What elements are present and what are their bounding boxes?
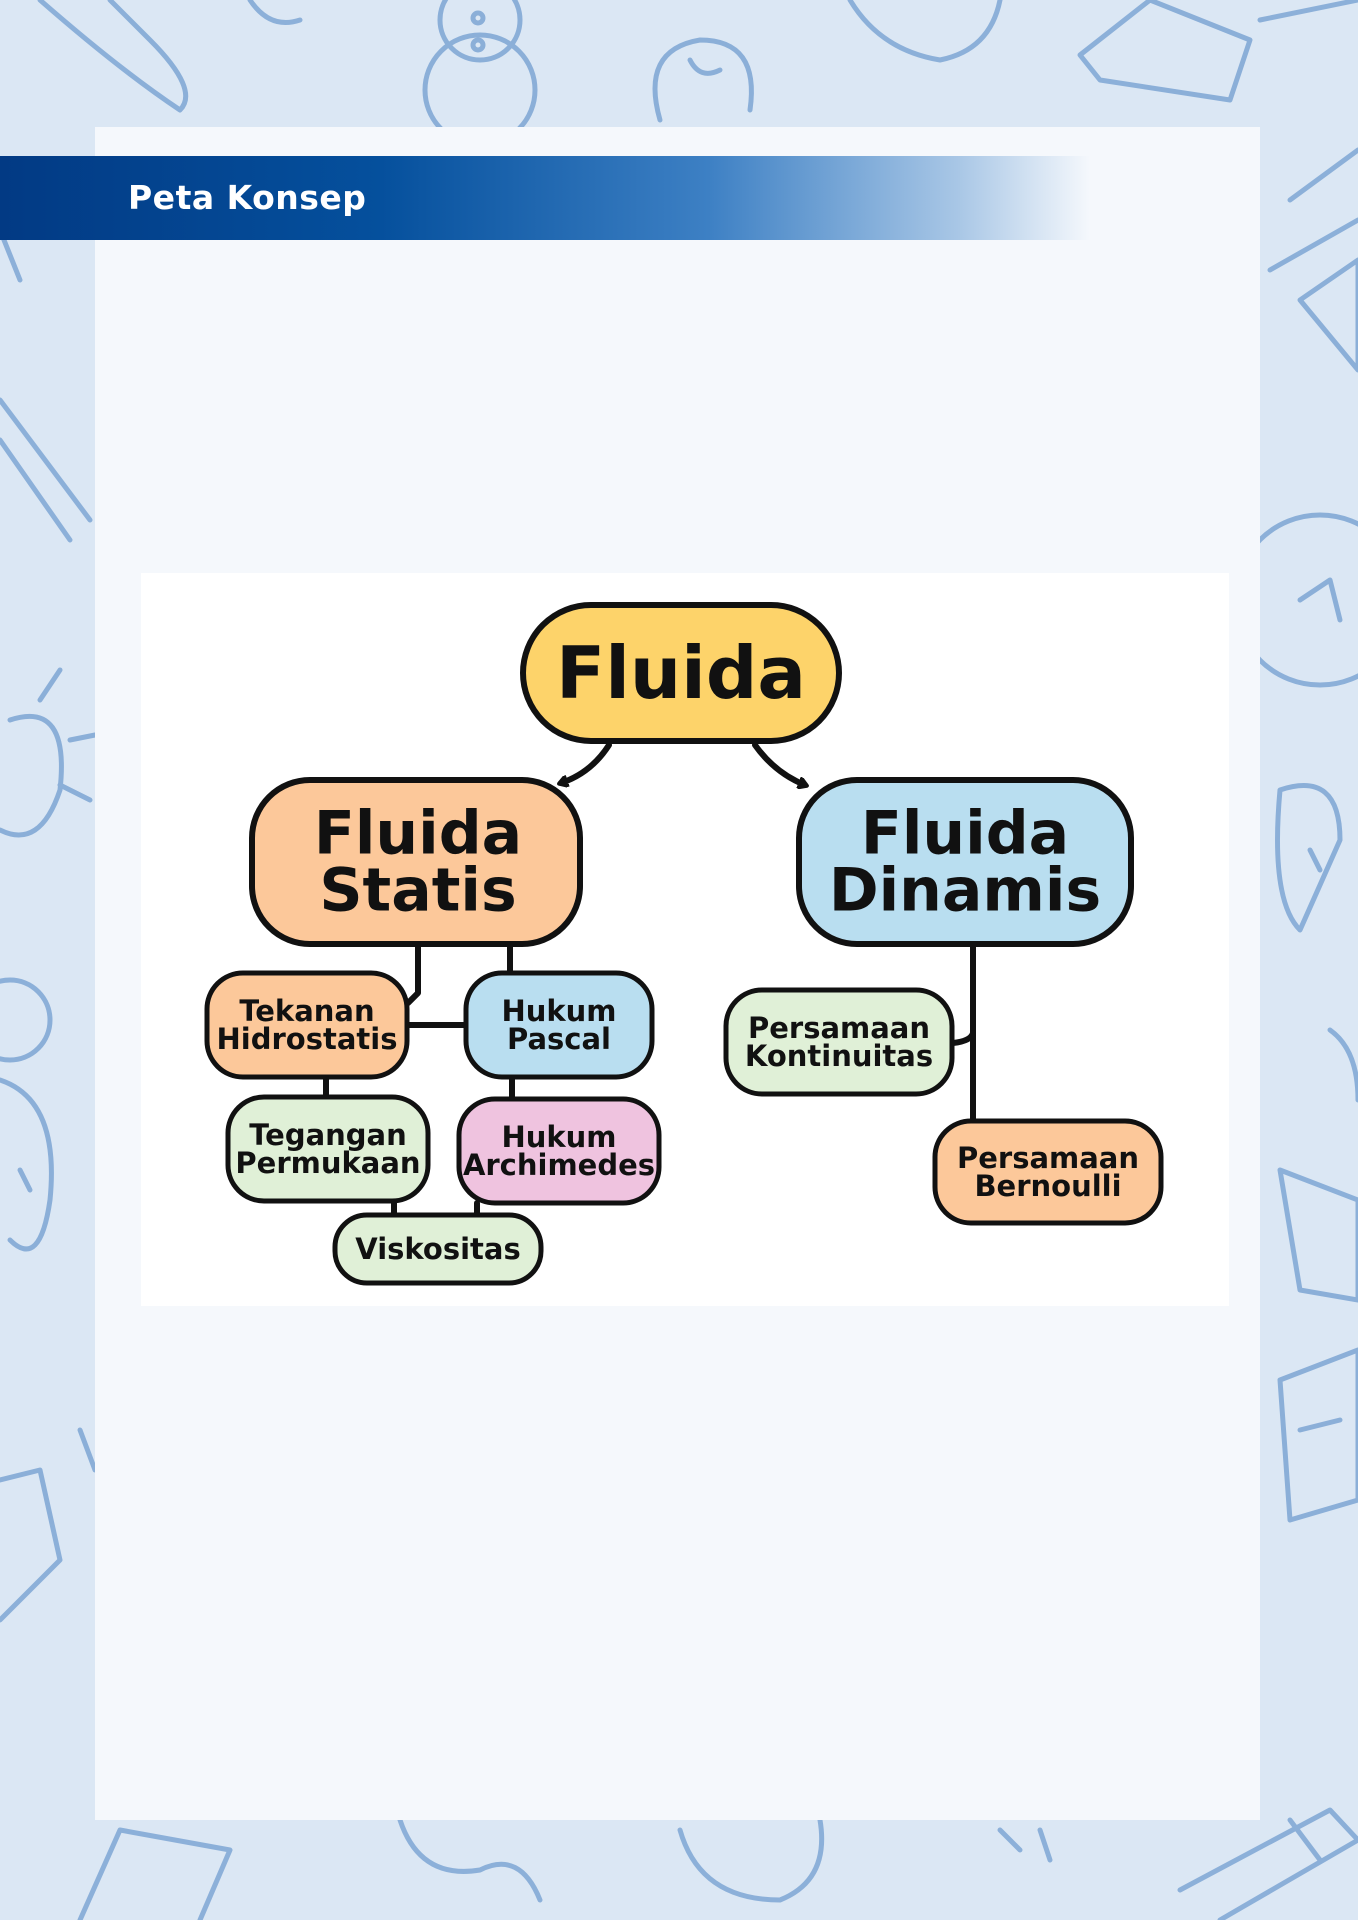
node-fluida-label-line: Fluida bbox=[556, 631, 806, 715]
node-persamaan-bernoulli-label-line: Persamaan bbox=[957, 1141, 1139, 1175]
concept-map-svg: Fluida Fluida Statis Fluida Dinamis Tekana… bbox=[204, 602, 1164, 1286]
node-viskositas-label: Viskositas bbox=[355, 1232, 520, 1266]
node-fluida-box bbox=[520, 602, 842, 744]
node-persamaan-kontinuitas-label-line: Kontinuitas bbox=[745, 1039, 933, 1073]
node-hukum-pascal-box bbox=[463, 970, 655, 1080]
node-tegangan-permukaan-label-line: Tegangan bbox=[249, 1118, 407, 1152]
node-persamaan-bernoulli-label-line: Bernoulli bbox=[974, 1169, 1121, 1203]
node-viskositas-box bbox=[332, 1212, 544, 1286]
node-hukum-archimedes-label: Hukum Archimedes bbox=[463, 1120, 655, 1182]
node-hukum-pascal: Hukum Pascal bbox=[463, 970, 655, 1080]
node-hukum-pascal-label: Hukum Pascal bbox=[501, 994, 616, 1056]
node-hukum-archimedes-label-line: Hukum bbox=[501, 1120, 616, 1154]
concept-map: Fluida Fluida Statis Fluida Dinamis Tekana… bbox=[141, 573, 1229, 1306]
node-persamaan-bernoulli-box bbox=[932, 1118, 1164, 1226]
node-persamaan-kontinuitas-label: Persamaan Kontinuitas bbox=[745, 1011, 933, 1073]
page-title: Peta Konsep bbox=[128, 178, 367, 217]
node-persamaan-bernoulli-label: Persamaan Bernoulli bbox=[957, 1141, 1139, 1203]
node-tegangan-permukaan-box bbox=[225, 1094, 431, 1204]
node-tekanan-hidrostatis-label-line: Tekanan bbox=[239, 994, 374, 1028]
node-persamaan-kontinuitas-box bbox=[723, 987, 955, 1097]
node-tegangan-permukaan: Tegangan Permukaan bbox=[225, 1094, 431, 1204]
arrow-fluida-to-statis bbox=[561, 742, 612, 783]
node-fluida-dinamis-label-line: Dinamis bbox=[829, 856, 1101, 926]
node-fluida-statis-box bbox=[249, 777, 583, 947]
connector-dinamis-kontinuitas bbox=[950, 1030, 976, 1046]
node-hukum-archimedes-label-line: Archimedes bbox=[463, 1148, 655, 1182]
node-persamaan-kontinuitas-label-line: Persamaan bbox=[748, 1011, 930, 1045]
node-fluida-statis-label-line: Fluida bbox=[314, 799, 522, 869]
node-hukum-archimedes-box bbox=[456, 1096, 662, 1206]
node-hukum-pascal-label-line: Pascal bbox=[507, 1022, 611, 1056]
node-viskositas: Viskositas bbox=[332, 1212, 544, 1286]
node-fluida: Fluida bbox=[520, 602, 842, 744]
node-tekanan-hidrostatis-box bbox=[204, 970, 410, 1080]
node-fluida-statis: Fluida Statis bbox=[249, 777, 583, 947]
arrow-fluida-to-dinamis bbox=[752, 742, 805, 785]
node-fluida-dinamis-label: Fluida Dinamis bbox=[829, 799, 1101, 926]
node-viskositas-label-line: Viskositas bbox=[355, 1232, 520, 1266]
node-fluida-dinamis-label-line: Fluida bbox=[861, 799, 1069, 869]
title-banner bbox=[0, 156, 1090, 240]
node-persamaan-kontinuitas: Persamaan Kontinuitas bbox=[723, 987, 955, 1097]
node-fluida-label: Fluida bbox=[556, 631, 806, 715]
node-tekanan-hidrostatis: Tekanan Hidrostatis bbox=[204, 970, 410, 1080]
node-fluida-statis-label: Fluida Statis bbox=[314, 799, 522, 926]
node-fluida-dinamis-box bbox=[796, 777, 1134, 947]
node-fluida-statis-label-line: Statis bbox=[319, 856, 516, 926]
node-tegangan-permukaan-label: Tegangan Permukaan bbox=[235, 1118, 420, 1180]
connector-statis-tekanan bbox=[405, 940, 421, 1006]
node-tekanan-hidrostatis-label-line: Hidrostatis bbox=[217, 1022, 398, 1056]
node-fluida-dinamis: Fluida Dinamis bbox=[796, 777, 1134, 947]
node-hukum-pascal-label-line: Hukum bbox=[501, 994, 616, 1028]
node-tekanan-hidrostatis-label: Tekanan Hidrostatis bbox=[217, 994, 398, 1056]
node-hukum-archimedes: Hukum Archimedes bbox=[456, 1096, 662, 1206]
node-persamaan-bernoulli: Persamaan Bernoulli bbox=[932, 1118, 1164, 1226]
node-tegangan-permukaan-label-line: Permukaan bbox=[235, 1146, 420, 1180]
